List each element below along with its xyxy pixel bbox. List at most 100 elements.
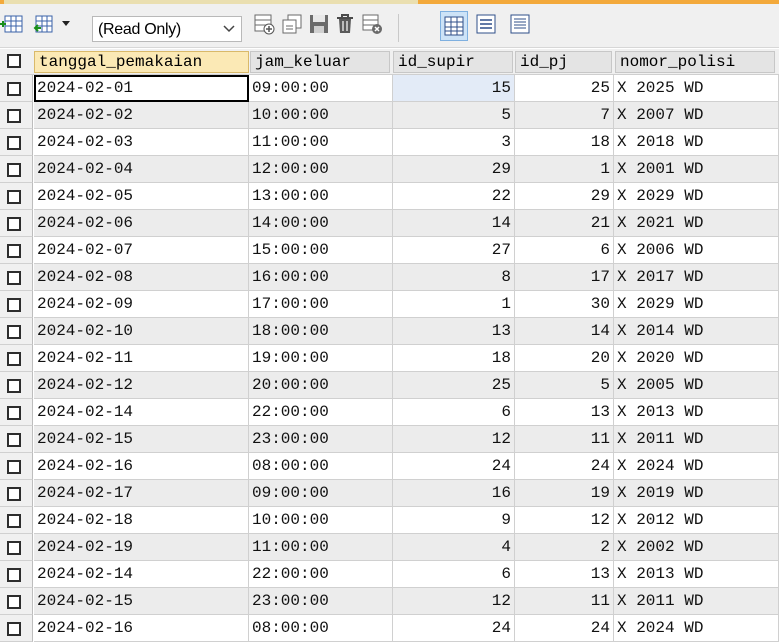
column-header-tanggal-pemakaian[interactable]: tanggal_pemakaian: [34, 51, 249, 73]
cell-id-supir[interactable]: 4: [393, 534, 515, 561]
cell-jam-keluar[interactable]: 14:00:00: [249, 210, 393, 237]
cell-nomor-polisi[interactable]: X 2018 WD: [614, 129, 779, 156]
row-checkbox[interactable]: [7, 406, 21, 420]
cell-jam-keluar[interactable]: 23:00:00: [249, 588, 393, 615]
cell-jam-keluar[interactable]: 10:00:00: [249, 507, 393, 534]
export-menu-arrow[interactable]: [58, 12, 74, 36]
cell-jam-keluar[interactable]: 08:00:00: [249, 453, 393, 480]
row-checkbox[interactable]: [7, 217, 21, 231]
cell-tanggal-pemakaian[interactable]: 2024-02-12: [34, 372, 249, 399]
cell-nomor-polisi[interactable]: X 2024 WD: [614, 453, 779, 480]
cell-id-supir[interactable]: 15: [393, 75, 515, 102]
cell-jam-keluar[interactable]: 18:00:00: [249, 318, 393, 345]
cell-tanggal-pemakaian[interactable]: 2024-02-08: [34, 264, 249, 291]
cell-tanggal-pemakaian[interactable]: 2024-02-16: [34, 453, 249, 480]
cell-id-supir[interactable]: 9: [393, 507, 515, 534]
cell-tanggal-pemakaian[interactable]: 2024-02-16: [34, 615, 249, 642]
add-row-button[interactable]: [0, 12, 24, 36]
cell-id-supir[interactable]: 6: [393, 561, 515, 588]
column-header-id-pj[interactable]: id_pj: [515, 51, 612, 73]
cell-id-pj[interactable]: 20: [515, 345, 614, 372]
cell-id-pj[interactable]: 13: [515, 561, 614, 588]
cell-tanggal-pemakaian[interactable]: 2024-02-06: [34, 210, 249, 237]
row-checkbox[interactable]: [7, 244, 21, 258]
grid-view-button[interactable]: [440, 11, 468, 41]
cell-tanggal-pemakaian[interactable]: 2024-02-15: [34, 588, 249, 615]
insert-row-button[interactable]: [252, 12, 276, 36]
cell-nomor-polisi[interactable]: X 2017 WD: [614, 264, 779, 291]
row-checkbox[interactable]: [7, 568, 21, 582]
cell-id-pj[interactable]: 6: [515, 237, 614, 264]
table-row[interactable]: 2024-02-05 13:00:00 22 29 X 2029 WD: [0, 183, 779, 210]
row-checkbox[interactable]: [7, 460, 21, 474]
cell-id-pj[interactable]: 30: [515, 291, 614, 318]
cell-nomor-polisi[interactable]: X 2013 WD: [614, 561, 779, 588]
cell-id-pj[interactable]: 24: [515, 615, 614, 642]
cell-id-pj[interactable]: 2: [515, 534, 614, 561]
cell-nomor-polisi[interactable]: X 2005 WD: [614, 372, 779, 399]
row-checkbox[interactable]: [7, 163, 21, 177]
cell-nomor-polisi[interactable]: X 2019 WD: [614, 480, 779, 507]
table-row[interactable]: 2024-02-11 19:00:00 18 20 X 2020 WD: [0, 345, 779, 372]
column-header-id-supir[interactable]: id_supir: [393, 51, 513, 73]
cell-nomor-polisi[interactable]: X 2001 WD: [614, 156, 779, 183]
cell-id-supir[interactable]: 6: [393, 399, 515, 426]
cell-tanggal-pemakaian[interactable]: 2024-02-10: [34, 318, 249, 345]
cell-jam-keluar[interactable]: 09:00:00: [249, 75, 393, 102]
table-row[interactable]: 2024-02-15 23:00:00 12 11 X 2011 WD: [0, 426, 779, 453]
row-checkbox[interactable]: [7, 136, 21, 150]
cell-id-supir[interactable]: 29: [393, 156, 515, 183]
cell-id-supir[interactable]: 22: [393, 183, 515, 210]
cell-tanggal-pemakaian[interactable]: 2024-02-03: [34, 129, 249, 156]
cell-nomor-polisi[interactable]: X 2025 WD: [614, 75, 779, 102]
cell-id-pj[interactable]: 17: [515, 264, 614, 291]
cell-jam-keluar[interactable]: 17:00:00: [249, 291, 393, 318]
cell-jam-keluar[interactable]: 12:00:00: [249, 156, 393, 183]
table-row[interactable]: 2024-02-12 20:00:00 25 5 X 2005 WD: [0, 372, 779, 399]
cell-id-pj[interactable]: 12: [515, 507, 614, 534]
table-row[interactable]: 2024-02-15 23:00:00 12 11 X 2011 WD: [0, 588, 779, 615]
cell-id-supir[interactable]: 5: [393, 102, 515, 129]
cell-nomor-polisi[interactable]: X 2011 WD: [614, 426, 779, 453]
cell-jam-keluar[interactable]: 22:00:00: [249, 561, 393, 588]
cell-id-supir[interactable]: 1: [393, 291, 515, 318]
cell-id-supir[interactable]: 14: [393, 210, 515, 237]
cell-id-pj[interactable]: 25: [515, 75, 614, 102]
table-row[interactable]: 2024-02-17 09:00:00 16 19 X 2019 WD: [0, 480, 779, 507]
row-checkbox[interactable]: [7, 595, 21, 609]
cell-tanggal-pemakaian[interactable]: 2024-02-09: [34, 291, 249, 318]
cell-jam-keluar[interactable]: 11:00:00: [249, 129, 393, 156]
cell-jam-keluar[interactable]: 16:00:00: [249, 264, 393, 291]
cell-nomor-polisi[interactable]: X 2014 WD: [614, 318, 779, 345]
cell-id-supir[interactable]: 8: [393, 264, 515, 291]
column-header-nomor-polisi[interactable]: nomor_polisi: [615, 51, 775, 73]
cell-id-supir[interactable]: 18: [393, 345, 515, 372]
row-checkbox[interactable]: [7, 352, 21, 366]
cell-tanggal-pemakaian[interactable]: 2024-02-18: [34, 507, 249, 534]
cell-id-pj[interactable]: 18: [515, 129, 614, 156]
cell-tanggal-pemakaian[interactable]: 2024-02-15: [34, 426, 249, 453]
form-view-button[interactable]: [474, 12, 498, 36]
duplicate-row-button[interactable]: [280, 12, 304, 36]
row-checkbox[interactable]: [7, 325, 21, 339]
cell-id-supir[interactable]: 13: [393, 318, 515, 345]
cell-id-pj[interactable]: 1: [515, 156, 614, 183]
cell-nomor-polisi[interactable]: X 2020 WD: [614, 345, 779, 372]
cell-tanggal-pemakaian[interactable]: 2024-02-14: [34, 399, 249, 426]
save-button[interactable]: [307, 12, 331, 36]
table-row[interactable]: 2024-02-08 16:00:00 8 17 X 2017 WD: [0, 264, 779, 291]
row-checkbox[interactable]: [7, 622, 21, 636]
row-checkbox[interactable]: [7, 82, 21, 96]
mode-select[interactable]: (Read Only): [92, 16, 242, 42]
row-checkbox[interactable]: [7, 190, 21, 204]
table-row[interactable]: 2024-02-14 22:00:00 6 13 X 2013 WD: [0, 561, 779, 588]
cell-nomor-polisi[interactable]: X 2024 WD: [614, 615, 779, 642]
cell-jam-keluar[interactable]: 09:00:00: [249, 480, 393, 507]
cell-id-supir[interactable]: 12: [393, 588, 515, 615]
cell-id-pj[interactable]: 5: [515, 372, 614, 399]
cell-nomor-polisi[interactable]: X 2021 WD: [614, 210, 779, 237]
cell-nomor-polisi[interactable]: X 2029 WD: [614, 183, 779, 210]
table-row[interactable]: 2024-02-02 10:00:00 5 7 X 2007 WD: [0, 102, 779, 129]
cell-jam-keluar[interactable]: 11:00:00: [249, 534, 393, 561]
table-row[interactable]: 2024-02-09 17:00:00 1 30 X 2029 WD: [0, 291, 779, 318]
